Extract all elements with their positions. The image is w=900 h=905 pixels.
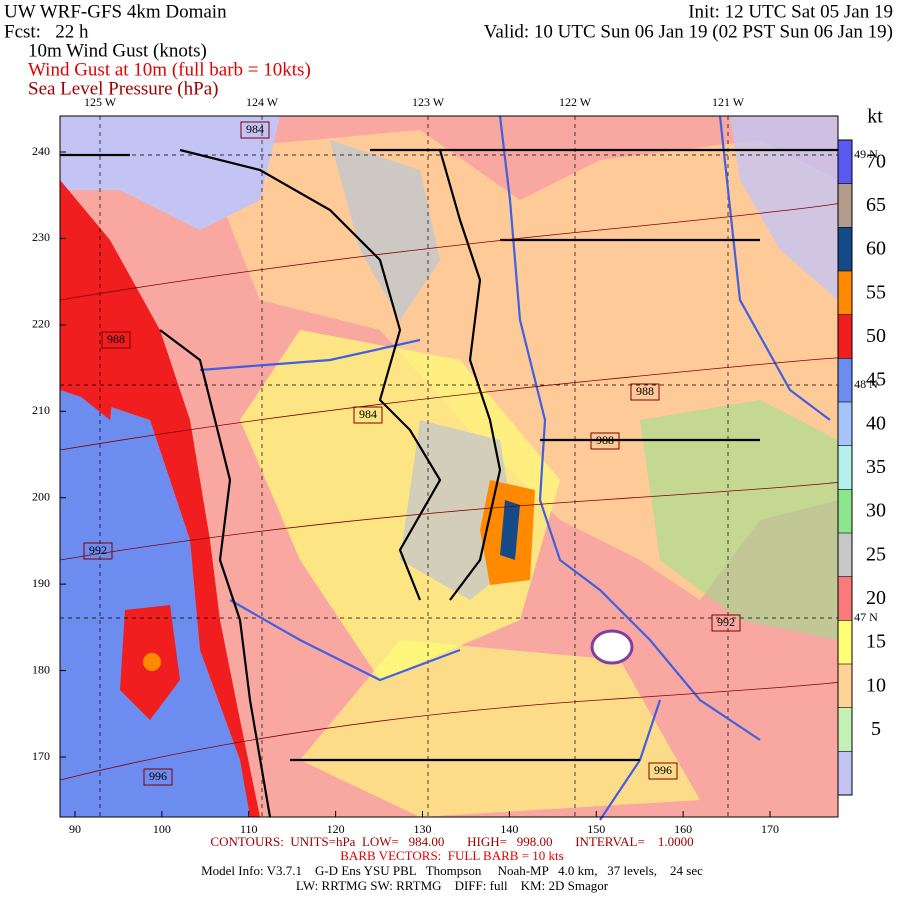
longitude-label: 121 W [712, 95, 745, 109]
contour-label: 996 [654, 763, 672, 777]
colorbar-swatch [838, 227, 852, 272]
colorbar-swatch [838, 402, 852, 447]
map-field [59, 115, 850, 821]
colorbar-swatch [838, 314, 852, 359]
x-tick-label: 150 [587, 822, 605, 836]
contour-label: 992 [89, 543, 107, 557]
latitude-label: 48 N [854, 377, 878, 391]
field-label: Sea Level Pressure (hPa) [28, 78, 218, 99]
colorbar-frame [837, 139, 853, 796]
latitude-label: 49 N [854, 147, 878, 161]
contour-label: 984 [359, 407, 377, 421]
contour-label: 988 [636, 384, 654, 398]
colorbar-swatch [838, 489, 852, 534]
colorbar-label: 50 [866, 325, 886, 347]
colorbar-label: 20 [866, 587, 886, 609]
x-tick-label: 120 [327, 822, 345, 836]
x-tick-label: 100 [153, 822, 171, 836]
contour-label: 988 [596, 433, 614, 447]
contour-label-box [711, 614, 741, 632]
contour-label-box [240, 121, 270, 139]
colorbar-label: 55 [866, 281, 886, 303]
field-label: 10m Wind Gust (knots) [28, 40, 207, 61]
init-time: Init: 12 UTC Sat 05 Jan 19 [688, 1, 893, 22]
field-label: Wind Gust at 10m (full barb = 10kts) [28, 59, 311, 80]
colorbar-label: 45 [866, 369, 886, 391]
colorbar-label: 65 [866, 194, 886, 216]
x-tick-label: 170 [761, 822, 779, 836]
x-tick-label: 130 [414, 822, 432, 836]
x-tick-label: 110 [240, 822, 258, 836]
colorbar-label: 10 [866, 674, 886, 696]
longitude-label: 124 W [246, 95, 279, 109]
footer-line: Model Info: V3.7.1 G-D Ens YSU PBL Thomp… [201, 863, 703, 878]
contour-label: 992 [717, 615, 735, 629]
colorbar-label: 25 [866, 543, 886, 565]
contour-label: 984 [246, 122, 264, 136]
contour-label: 988 [107, 332, 125, 346]
colorbar-swatch [838, 183, 852, 228]
colorbar-swatch [838, 533, 852, 578]
y-tick-label: 230 [32, 230, 50, 244]
y-tick-label: 240 [32, 144, 50, 158]
x-tick-label: 160 [674, 822, 692, 836]
colorbar-swatch [838, 576, 852, 621]
contour-label-box [353, 406, 383, 424]
y-tick-label: 200 [32, 489, 50, 503]
y-tick-label: 210 [32, 403, 50, 417]
contour-label-box [101, 331, 131, 349]
colorbar-unit: kt [867, 106, 883, 128]
y-tick-label: 220 [32, 317, 50, 331]
colorbar-swatch [838, 664, 852, 709]
contour-label-box [143, 768, 173, 786]
contour-label-box [590, 432, 620, 450]
longitude-label: 122 W [559, 95, 592, 109]
footer-line: CONTOURS: UNITS=hPa LOW= 984.00 HIGH= 99… [210, 834, 693, 849]
colorbar-swatch [838, 358, 852, 403]
forecast-hour: Fcst: 22 h [4, 21, 89, 42]
colorbar-label: 40 [866, 412, 886, 434]
colorbar-swatch [838, 707, 852, 752]
contour-label-box [83, 542, 113, 560]
x-tick-label: 90 [69, 822, 81, 836]
colorbar-swatch [838, 271, 852, 316]
contour-label-box [648, 762, 678, 780]
contour-label-box [630, 383, 660, 401]
colorbar-label: 30 [866, 500, 886, 522]
y-tick-label: 170 [32, 749, 50, 763]
colorbar-swatch [838, 620, 852, 665]
longitude-label: 125 W [84, 95, 117, 109]
colorbar-label: 60 [866, 238, 886, 260]
colorbar-swatch [838, 445, 852, 490]
colorbar-label: 15 [866, 631, 886, 653]
y-tick-label: 190 [32, 576, 50, 590]
y-tick-label: 180 [32, 662, 50, 676]
footer-line: BARB VECTORS: FULL BARB = 10 kts [340, 848, 563, 863]
footer-line: LW: RRTMG SW: RRTMG DIFF: full KM: 2D Sm… [296, 878, 609, 893]
longitude-label: 123 W [412, 95, 445, 109]
colorbar-swatch [838, 751, 852, 796]
contour-label: 996 [149, 769, 167, 783]
valid-time: Valid: 10 UTC Sun 06 Jan 19 (02 PST Sun … [484, 21, 893, 42]
x-tick-label: 140 [500, 822, 518, 836]
colorbar-label: 5 [871, 718, 881, 740]
colorbar-label: 35 [866, 456, 886, 478]
latitude-label: 47 N [854, 610, 878, 624]
colorbar-label: 70 [866, 150, 886, 172]
colorbar-swatch [838, 140, 852, 185]
title: UW WRF-GFS 4km Domain [4, 1, 227, 22]
